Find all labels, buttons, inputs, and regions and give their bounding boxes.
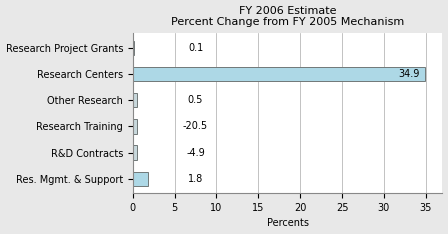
Bar [133,67,425,81]
Text: 0.5: 0.5 [188,95,203,105]
Text: -20.5: -20.5 [183,121,208,132]
Bar [133,41,134,55]
Text: 34.9: 34.9 [398,69,420,79]
Bar [133,145,137,160]
Text: 0.1: 0.1 [188,43,203,53]
Text: 1.8: 1.8 [188,174,203,184]
Title: FY 2006 Estimate
Percent Change from FY 2005 Mechanism: FY 2006 Estimate Percent Change from FY … [171,6,404,27]
Bar [133,172,148,186]
Text: -4.9: -4.9 [186,148,205,157]
Bar [133,119,137,134]
Bar [133,93,137,107]
X-axis label: Percents: Percents [267,219,309,228]
